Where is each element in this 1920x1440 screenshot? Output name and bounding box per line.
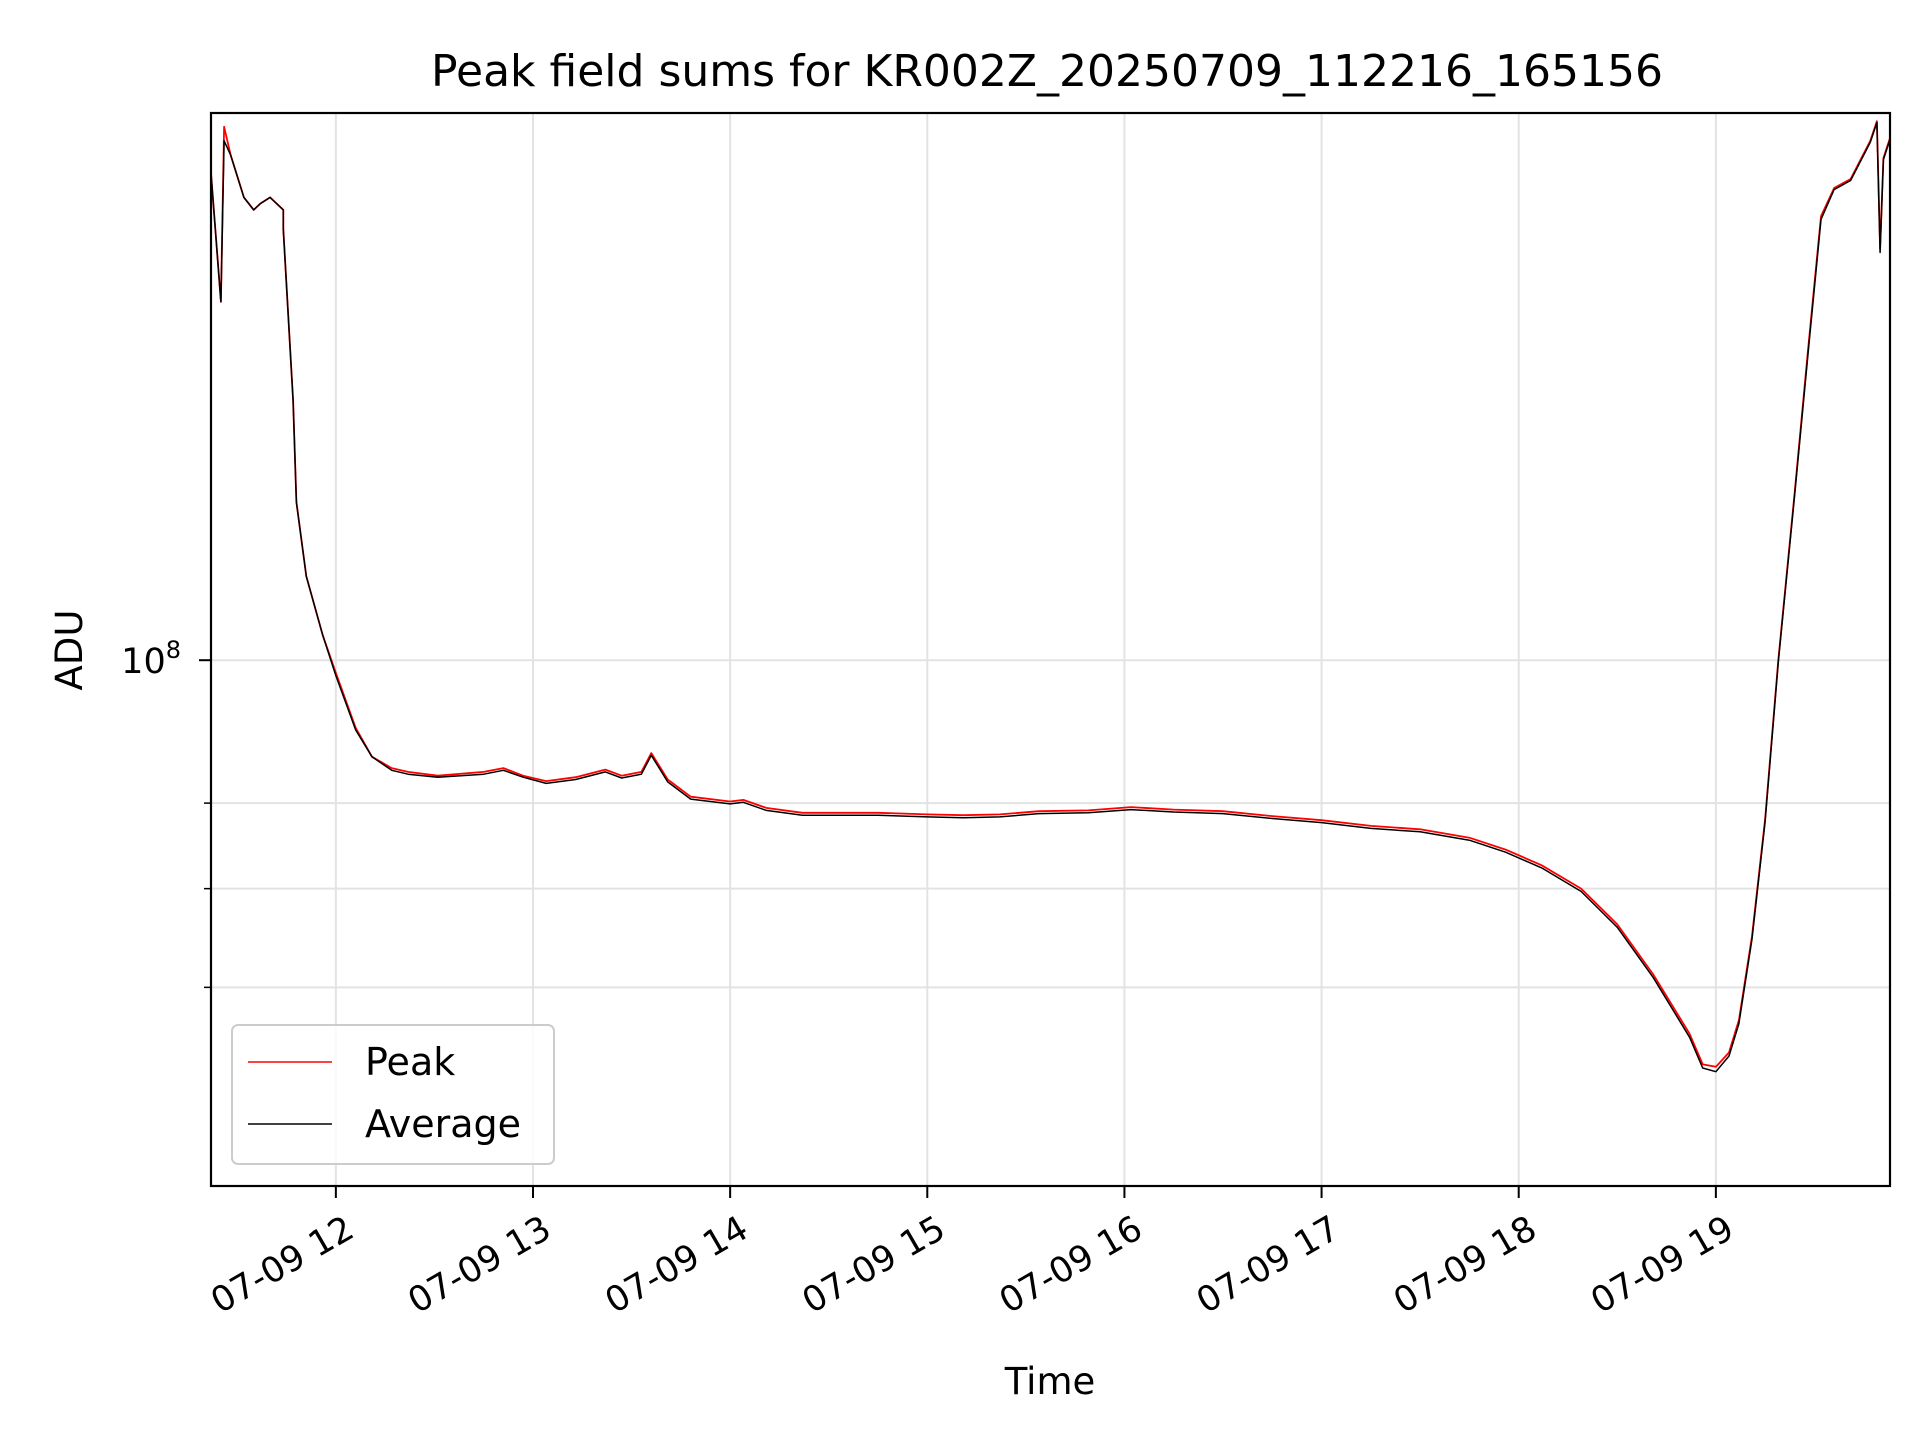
x-axis-label: Time — [1004, 1360, 1096, 1403]
legend-label-peak: Peak — [365, 1040, 455, 1084]
grid — [211, 113, 1890, 1186]
legend-label-average: Average — [365, 1102, 521, 1146]
legend: Peak Average — [231, 1024, 555, 1165]
y-axis-label: ADU — [48, 610, 91, 691]
legend-box — [231, 1024, 555, 1165]
plot-frame — [209, 111, 1892, 1188]
series-layer — [211, 120, 1890, 1073]
series-line-average — [211, 121, 1890, 1073]
chart-title: Peak field sums for KR002Z_20250709_1122… — [431, 46, 1663, 97]
